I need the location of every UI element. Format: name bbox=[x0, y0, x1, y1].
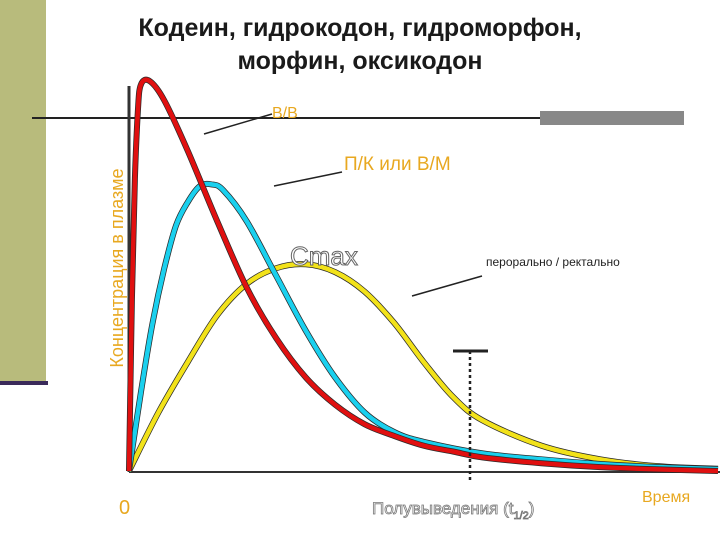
cmax-label: Cmax bbox=[290, 241, 358, 271]
chart-title: Кодеин, гидрокодон, гидроморфон, морфин,… bbox=[60, 12, 660, 78]
series-line-oral bbox=[126, 261, 719, 473]
halflife-label-close: ) bbox=[529, 499, 535, 518]
halflife-label-sub: 1/2 bbox=[513, 510, 528, 522]
callout-label-sc: П/К или В/М bbox=[344, 154, 451, 175]
side-decor-edge bbox=[0, 381, 48, 385]
side-decor-strip bbox=[0, 0, 46, 385]
halflife-label-main: Полувыведения (t bbox=[372, 499, 514, 518]
callout-label-oral: перорально / ректально bbox=[486, 255, 620, 269]
y-axis-label: Концентрация в плазме bbox=[107, 168, 127, 367]
series-line-iv bbox=[126, 77, 719, 474]
callout-leader-iv bbox=[203, 113, 273, 135]
series-outline-iv bbox=[126, 76, 719, 474]
callout-label-iv: В/В bbox=[272, 105, 298, 122]
origin-label: 0 bbox=[119, 497, 130, 519]
top-right-bar bbox=[540, 111, 684, 125]
series-line-sc-im bbox=[126, 181, 719, 472]
series-layer bbox=[126, 76, 719, 474]
callout-leader-sc bbox=[273, 171, 343, 187]
callout-leader-oral bbox=[411, 275, 483, 297]
x-axis-label: Время bbox=[642, 489, 690, 506]
title-line-1: Кодеин, гидрокодон, гидроморфон, bbox=[138, 14, 582, 42]
halflife-label: Полувыведения (t1/2) bbox=[372, 499, 534, 522]
title-line-2: морфин, оксикодон bbox=[237, 47, 483, 75]
